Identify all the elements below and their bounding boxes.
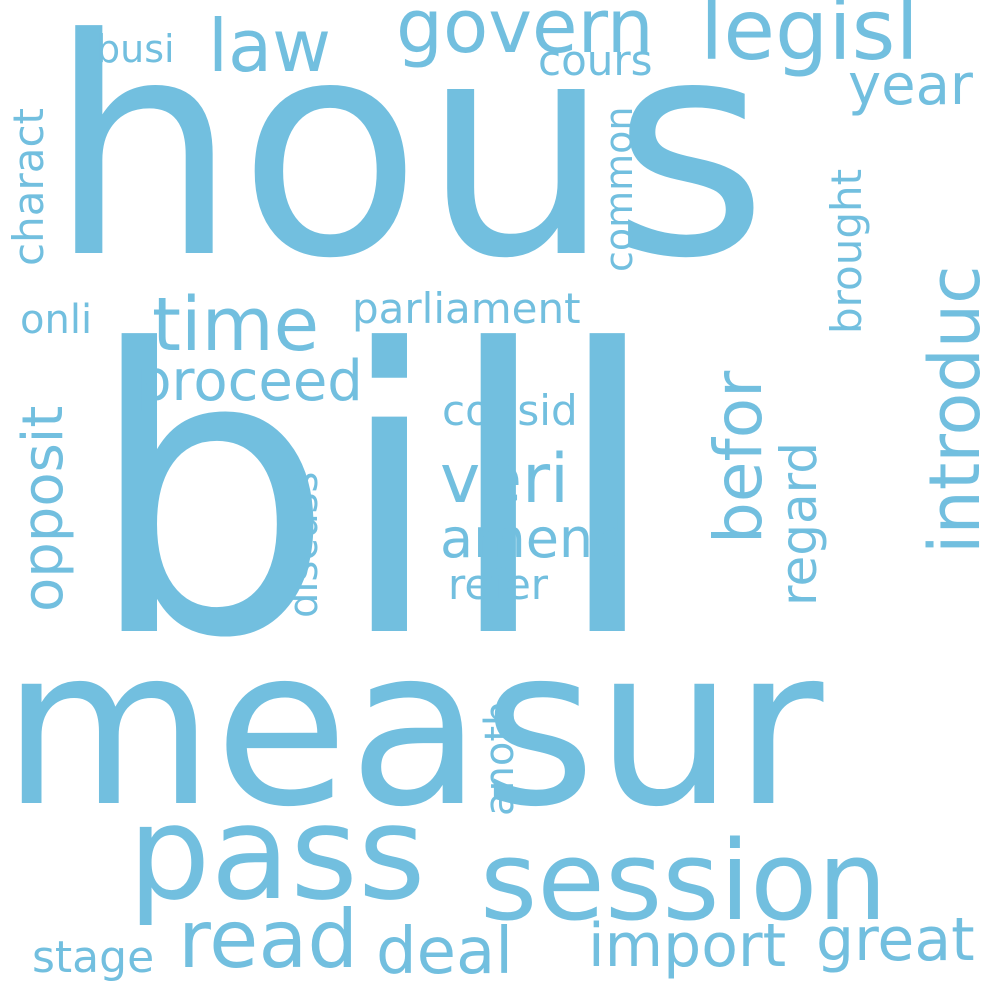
word-busi: busi <box>96 27 175 71</box>
word-befor: befor <box>700 370 777 544</box>
word-great: great <box>816 905 975 975</box>
word-read: read <box>178 893 359 986</box>
word-brought: brought <box>822 168 871 334</box>
word-law: law <box>208 4 332 88</box>
word-regard: regard <box>770 441 828 606</box>
word-proceed: proceed <box>136 349 363 414</box>
word-pass: pass <box>128 777 426 929</box>
word-veri: veri <box>440 440 569 519</box>
word-amend: amend <box>440 507 628 570</box>
word-measur: measur <box>2 602 824 855</box>
word-govern: govern <box>396 0 654 70</box>
word-opposit: opposit <box>11 405 76 612</box>
word-year: year <box>848 53 973 118</box>
word-import: import <box>588 911 787 981</box>
word-hous: hous <box>48 0 769 324</box>
word-refer: refer <box>448 560 549 609</box>
word-deal: deal <box>376 915 513 989</box>
word-stage: stage <box>32 932 155 983</box>
word-consid: consid <box>442 386 578 435</box>
word-anoth: anoth <box>477 700 523 816</box>
word-session: session <box>480 817 888 945</box>
word-bill: bill <box>86 268 662 724</box>
word-legisl: legisl <box>700 0 919 79</box>
word-time: time <box>152 282 320 368</box>
word-discuss: discuss <box>281 471 327 618</box>
word-cours: cours <box>538 36 653 85</box>
word-common: common <box>597 106 641 272</box>
word-onli: onli <box>20 297 93 343</box>
word-introduc: introduc <box>914 265 996 554</box>
word-charact: charact <box>4 107 53 266</box>
word-parliament: parliament <box>352 284 581 333</box>
